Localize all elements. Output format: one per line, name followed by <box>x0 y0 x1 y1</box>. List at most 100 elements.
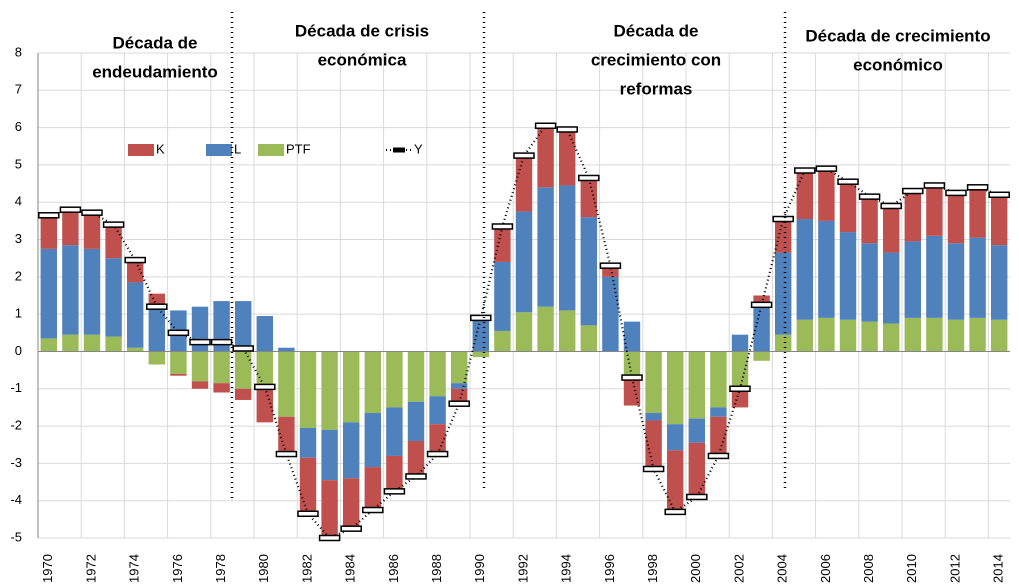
bar <box>558 129 576 186</box>
bar <box>861 243 878 322</box>
bar <box>40 248 58 339</box>
bar <box>278 416 295 455</box>
marker <box>81 209 103 216</box>
bar <box>774 334 792 352</box>
bar <box>623 377 641 406</box>
x-tick-label: 2008 <box>861 554 876 583</box>
y-tick-label: -3 <box>10 455 22 470</box>
y-tick-label: -1 <box>10 380 22 395</box>
bar <box>191 381 209 389</box>
marker <box>383 488 406 495</box>
bar <box>386 407 403 456</box>
bar <box>299 427 317 458</box>
bar <box>969 317 986 352</box>
bar <box>342 478 360 529</box>
dividers <box>230 12 787 502</box>
y-tick-label: 4 <box>15 194 22 209</box>
bar <box>796 319 814 352</box>
bar <box>926 317 943 352</box>
bar <box>537 306 554 352</box>
y-tick-label: 2 <box>15 268 22 283</box>
bar <box>83 213 101 249</box>
bar <box>926 185 943 236</box>
marker <box>534 122 557 129</box>
bar <box>904 317 922 352</box>
bar <box>882 252 900 324</box>
bar <box>105 258 122 337</box>
marker <box>945 189 967 197</box>
bar <box>342 351 360 423</box>
marker <box>988 191 1010 199</box>
bar <box>861 196 878 244</box>
annotation: económica <box>318 50 407 69</box>
marker <box>664 508 686 516</box>
bar <box>234 301 252 352</box>
marker <box>124 256 146 264</box>
y-tick-label: 0 <box>15 343 22 358</box>
bar <box>148 351 166 365</box>
bar <box>753 295 770 305</box>
bar <box>213 383 230 393</box>
bar <box>40 338 58 352</box>
bar <box>731 334 749 352</box>
marker <box>923 182 946 189</box>
bar <box>904 241 922 318</box>
bar <box>515 211 533 313</box>
bar <box>234 351 252 389</box>
bar <box>774 252 792 335</box>
bar <box>839 232 857 320</box>
bar <box>990 319 1008 352</box>
bar <box>861 321 878 352</box>
marker <box>621 374 643 381</box>
marker <box>750 301 773 309</box>
bar <box>839 319 857 352</box>
x-tick-label: 1976 <box>170 554 185 583</box>
bar <box>429 424 446 455</box>
bar <box>62 245 79 335</box>
bar <box>753 304 770 352</box>
bar <box>515 155 533 212</box>
bar <box>83 248 101 335</box>
bar <box>558 185 576 311</box>
y-tick-label: 5 <box>15 156 22 171</box>
bar <box>407 441 425 477</box>
marker <box>642 465 665 473</box>
x-tick-label: 1980 <box>256 554 271 583</box>
marker <box>880 202 902 210</box>
bar <box>710 416 727 456</box>
bar <box>234 388 252 400</box>
bar <box>818 220 835 318</box>
bar <box>537 187 554 307</box>
bar <box>537 127 554 188</box>
marker <box>318 534 341 542</box>
marker <box>297 510 319 517</box>
bar <box>774 219 792 253</box>
bar <box>990 194 1008 246</box>
annotation: endeudamiento <box>92 62 218 81</box>
bar <box>170 351 187 374</box>
bar <box>450 388 468 404</box>
x-tick-label: 1984 <box>343 554 358 583</box>
marker <box>966 184 989 191</box>
bar <box>213 301 230 352</box>
marker <box>362 506 384 514</box>
bar <box>602 265 619 277</box>
bar <box>40 215 58 249</box>
bar <box>947 319 965 352</box>
marker <box>470 314 492 322</box>
legend-label: Y <box>414 141 423 156</box>
annotation: Década de <box>112 33 197 52</box>
x-tick-label: 1978 <box>213 554 228 583</box>
bar <box>386 455 403 492</box>
x-tick-label: 1990 <box>472 554 487 583</box>
bar <box>796 219 814 320</box>
bar <box>83 334 101 352</box>
y-tick-label: 8 <box>15 44 22 59</box>
bar <box>191 351 209 382</box>
bar <box>256 351 274 389</box>
bar <box>731 351 749 391</box>
bar <box>623 351 641 378</box>
bar <box>666 424 684 451</box>
bar <box>256 388 274 423</box>
bar <box>126 260 144 283</box>
